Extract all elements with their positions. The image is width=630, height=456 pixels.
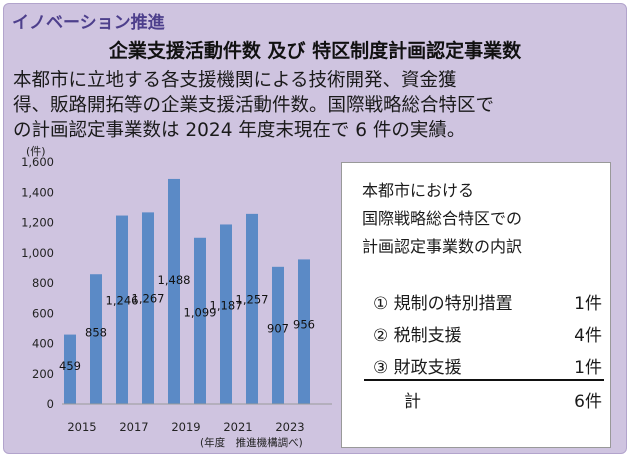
x-tick-label: 2023 [275, 420, 304, 434]
data-label-2015: 459 [59, 359, 81, 373]
description-line-3: の計画認定事業数は 2024 年度末現在で 6 件の実績。 [13, 120, 466, 141]
x-tick-label: 2019 [171, 420, 200, 434]
y-tick-label: 200 [32, 367, 54, 381]
infographic-panel: イノベーション推進 企業支援活動件数 及び 特区制度計画認定事業数 本都市に立地… [3, 3, 627, 454]
section-label: イノベーション推進 [12, 13, 165, 33]
y-tick-label: 1,000 [21, 246, 54, 260]
description-line-2: 得、販路開拓等の企業支援活動件数。国際戦略総合特区で [13, 95, 495, 116]
bar-2017 [116, 215, 128, 404]
y-tick-label: 0 [47, 397, 54, 411]
breakdown-item-value: 1件 [574, 294, 602, 314]
breakdown-item-label: ① 規制の特別措置 [373, 294, 513, 314]
bar-2020 [194, 237, 206, 404]
data-label-2019: 1,488 [158, 273, 191, 287]
breakdown-heading-line-3: 計画認定事業数の内訳 [362, 237, 523, 256]
data-label-2017: 1,246 [106, 293, 139, 307]
data-label-2024: 956 [293, 317, 315, 331]
bar-2016 [90, 274, 102, 404]
breakdown-item-value: 1件 [574, 358, 602, 378]
y-tick-label: 400 [32, 337, 54, 351]
x-tick-label: 2015 [67, 420, 96, 434]
breakdown-total-value: 6件 [574, 392, 602, 412]
data-label-2022: 1,257 [236, 292, 269, 306]
description-line-1: 本都市に立地する各支援機関による技術開発、資金獲 [13, 70, 457, 91]
breakdown-item-label: ③ 財政支援 [373, 358, 462, 378]
y-tick-label: 1,200 [21, 216, 54, 230]
breakdown-box: 本都市における 国際戦略総合特区での 計画認定事業数の内訳 ① 規制の特別措置 … [341, 162, 611, 448]
bar-2024 [298, 259, 310, 404]
bar-2015 [64, 334, 76, 404]
bar-2023 [272, 266, 284, 404]
bar-2018 [142, 212, 154, 404]
y-tick-label: 1,600 [21, 155, 54, 169]
x-axis-note: (年度 推進機構調べ) [200, 436, 303, 449]
y-tick-label: 600 [32, 306, 54, 320]
y-tick-label: 800 [32, 276, 54, 290]
x-tick-label: 2017 [119, 420, 148, 434]
breakdown-heading-line-2: 国際戦略総合特区での [362, 209, 523, 228]
page-title: 企業支援活動件数 及び 特区制度計画認定事業数 [108, 40, 522, 62]
activity-bar-chart: (件) 0 200 400 600 800 1,000 1,200 1,400 1,600 459… [21, 145, 332, 449]
data-label-2016: 858 [85, 326, 107, 340]
y-axis: (件) 0 200 400 600 800 1,000 1,200 1,400 1,600 [21, 145, 54, 411]
data-label-2018: 1,267 [132, 292, 165, 306]
y-tick-label: 1,400 [21, 185, 54, 199]
bar-2021 [220, 224, 232, 404]
breakdown-total-label: 計 [404, 392, 421, 412]
y-unit-label: (件) [26, 145, 46, 158]
breakdown-item-label: ② 税制支援 [373, 326, 462, 346]
data-label-2020: 1,099 [184, 306, 217, 320]
data-label-2023: 907 [267, 322, 289, 336]
data-label-2021: 1,187 [210, 298, 243, 312]
breakdown-heading-line-1: 本都市における [362, 181, 475, 200]
x-tick-label: 2021 [223, 420, 252, 434]
total-divider [364, 379, 604, 381]
x-axis: 2015 2017 2019 2021 2023 (年度 推進機構調べ) [62, 403, 332, 449]
bar-2022 [246, 213, 258, 404]
bar-2019 [168, 178, 180, 404]
breakdown-item-value: 4件 [574, 326, 602, 346]
